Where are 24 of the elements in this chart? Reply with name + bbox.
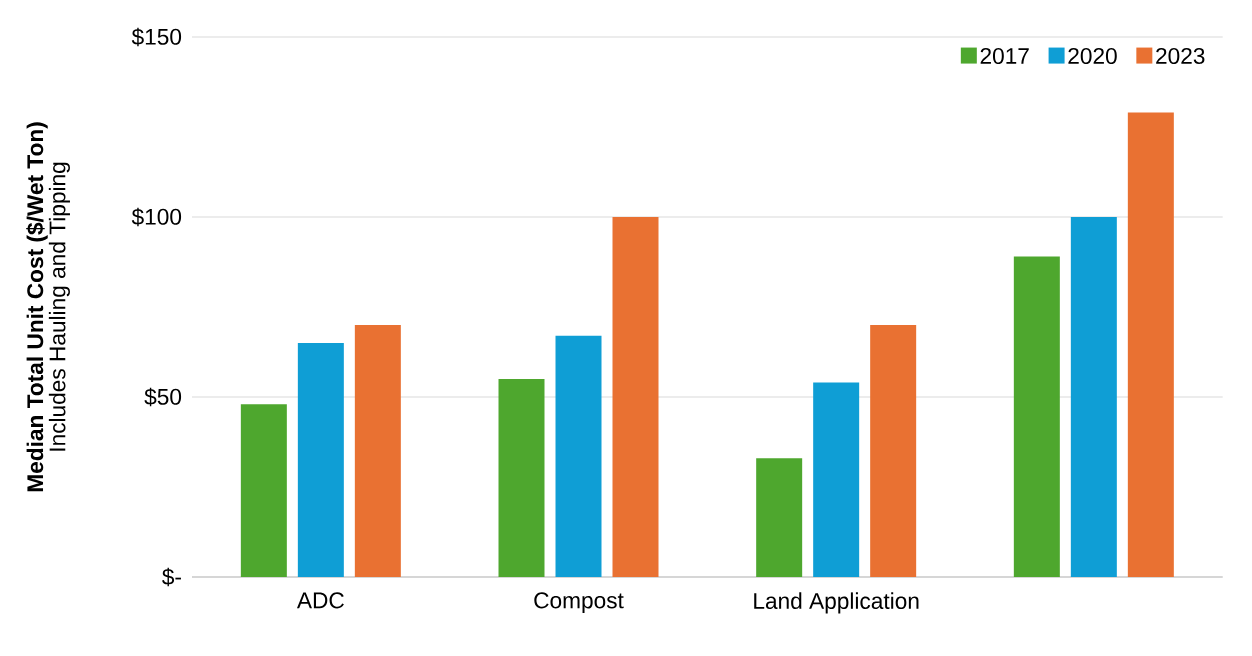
bar xyxy=(1127,112,1174,577)
y-axis-title: Median Total Unit Cost ($/Wet Ton) xyxy=(26,122,48,492)
bar xyxy=(813,382,860,577)
bar xyxy=(1070,216,1117,577)
y-tick-label: $- xyxy=(162,567,181,587)
text: Includes Hauling and Tipping xyxy=(48,162,70,451)
legend-label: 2023 xyxy=(1156,47,1205,65)
bar xyxy=(297,342,344,577)
bar xyxy=(240,404,287,577)
x-tick-label: Land Application xyxy=(754,592,919,614)
bar xyxy=(555,335,602,577)
legend-label: 2020 xyxy=(1068,47,1117,65)
x-tick-label: Compost xyxy=(534,592,624,613)
y-tick-label: $50 xyxy=(144,387,182,407)
legend-label: 2017 xyxy=(980,47,1029,65)
y-tick-label: $100 xyxy=(131,207,182,227)
bar xyxy=(756,458,803,577)
bar xyxy=(354,324,401,577)
bar xyxy=(1013,256,1060,577)
bar xyxy=(870,324,917,577)
x-tick-label: ADC xyxy=(296,592,344,609)
bar xyxy=(498,378,545,577)
bar xyxy=(612,216,659,577)
y-tick-label: $150 xyxy=(131,27,182,47)
